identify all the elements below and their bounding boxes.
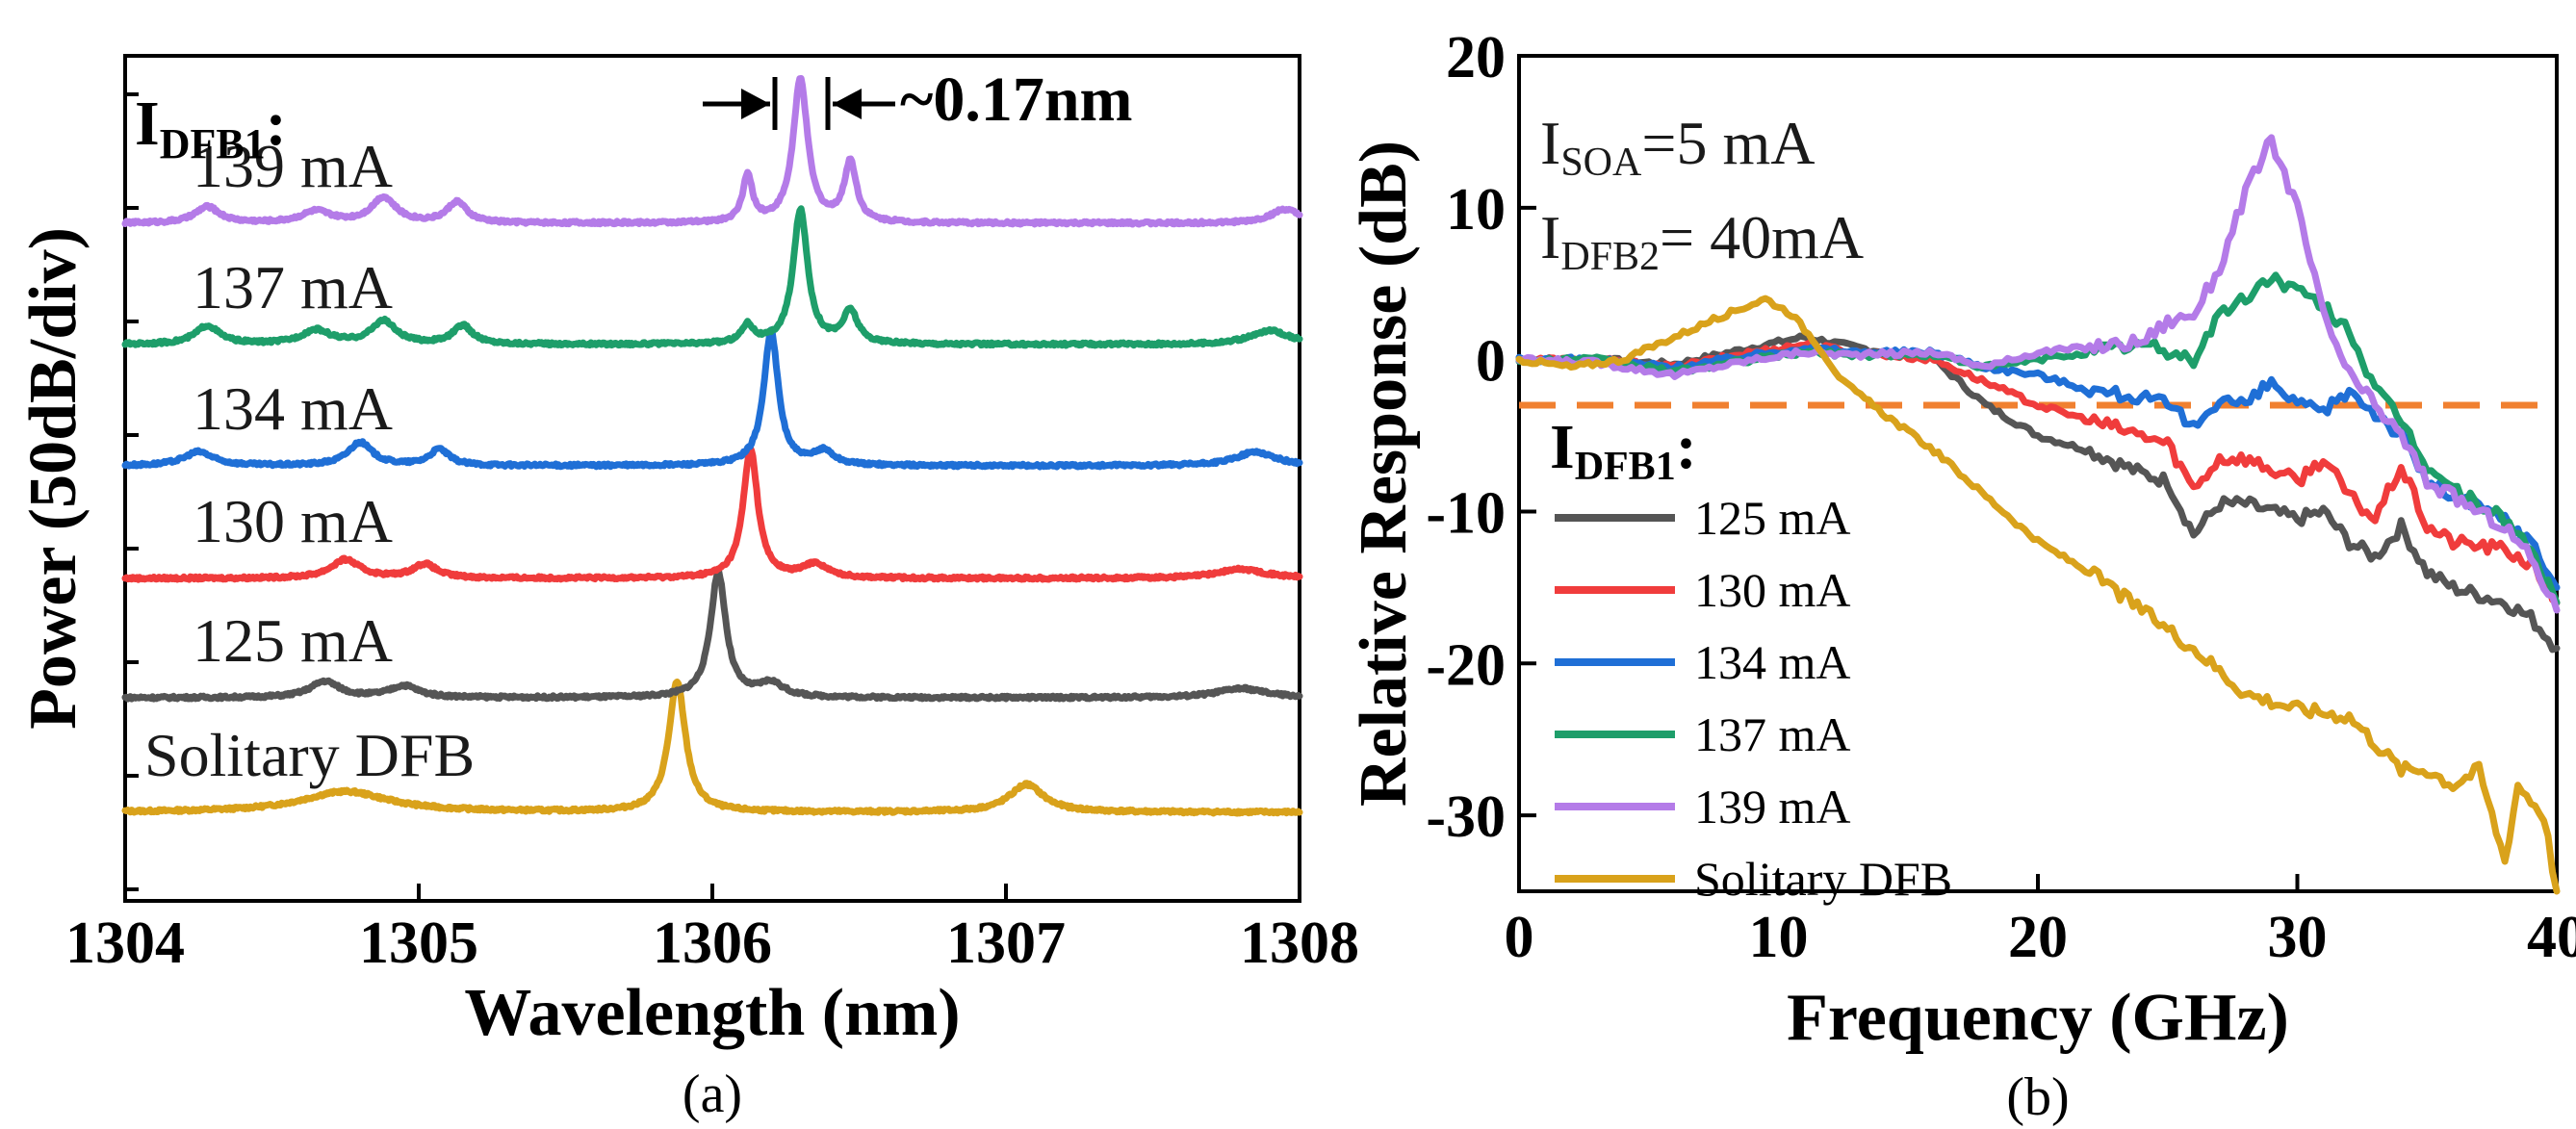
- panel-a-legend-title: IDFB1:: [135, 89, 287, 167]
- a-xtick-label: 1304: [65, 911, 185, 976]
- spacing-arrowhead-right: [833, 89, 862, 119]
- panel-b-ticks: 0 10 20 30 40 20 10 0 -10 -20 -30: [1426, 25, 2576, 970]
- b-legend-label-139-ma: 139 mA: [1694, 780, 1851, 834]
- b-legend-label-solitary-dfb: Solitary DFB: [1694, 852, 1952, 906]
- b-legend-label-134-ma: 134 mA: [1694, 635, 1851, 689]
- panel-b-caption: (b): [2006, 1067, 2069, 1127]
- a-label-139-ma: 139 mA: [193, 132, 393, 200]
- b-ytick-label: -10: [1426, 480, 1506, 546]
- a-series-139-ma: [121, 75, 1303, 228]
- panel-b-x-title: Frequency (GHz): [1787, 981, 2289, 1055]
- panel-b-legend-title: IDFB1:: [1550, 412, 1697, 489]
- b-ytick-label: -20: [1426, 632, 1506, 698]
- b-ytick-label: 0: [1476, 329, 1506, 395]
- b-ytick-label: -30: [1426, 784, 1506, 850]
- b-legend-label-137-ma: 137 mA: [1694, 707, 1851, 761]
- a-xtick-label: 1305: [359, 911, 478, 976]
- b-xtick-label: 10: [1749, 905, 1809, 970]
- a-series-125-ma: [121, 568, 1303, 703]
- mode-spacing-marker: ~0.17nm: [703, 64, 1133, 135]
- isoa-annotation: ISOA=5 mA: [1540, 109, 1815, 185]
- a-series-solitary-dfb: [121, 679, 1303, 817]
- a-series-130-ma: [121, 444, 1303, 583]
- panel-b-response: 0 10 20 30 40 20 10 0 -10 -20 -30 ISOA=5 mA IDFB2=…: [1347, 25, 2576, 1127]
- a-label-134-ma: 134 mA: [193, 374, 393, 443]
- panel-a-series-labels: Solitary DFB 125 mA 130 mA 134 mA 137 mA 139 …: [144, 132, 475, 789]
- b-ytick-label: 10: [1446, 177, 1506, 243]
- panel-a-series-group: [121, 75, 1303, 817]
- b-legend-label-130-ma: 130 mA: [1694, 563, 1851, 617]
- a-xtick-label: 1308: [1240, 911, 1359, 976]
- b-series-solitary-dfb: [1515, 295, 2561, 895]
- panel-a-caption: (a): [683, 1065, 742, 1124]
- a-xtick-label: 1307: [946, 911, 1066, 976]
- b-legend-label-125-ma: 125 mA: [1694, 491, 1851, 545]
- a-series-134-ma: [121, 326, 1303, 471]
- b-ytick-label: 20: [1446, 25, 1506, 90]
- b-xtick-label: 0: [1505, 905, 1534, 970]
- b-xtick-label: 40: [2527, 905, 2576, 970]
- panel-b-legend: IDFB1: 125 mA 130 mA 134 mA 137 mA 139 mA Sol…: [1550, 412, 1952, 906]
- a-label-130-ma: 130 mA: [193, 487, 393, 555]
- b-series-139-ma: [1515, 134, 2561, 614]
- a-series-137-ma: [121, 205, 1303, 349]
- a-xtick-label: 1306: [653, 911, 772, 976]
- idfb2-annotation: IDFB2= 40mA: [1540, 203, 1864, 279]
- a-label-137-ma: 137 mA: [193, 253, 393, 321]
- b-xtick-label: 30: [2268, 905, 2328, 970]
- a-label-solitary-dfb: Solitary DFB: [144, 721, 475, 789]
- a-label-125-ma: 125 mA: [193, 606, 393, 675]
- spacing-annotation: ~0.17nm: [900, 64, 1133, 135]
- b-series-125-ma: [1515, 332, 2561, 654]
- spacing-arrowhead-left: [741, 89, 770, 119]
- panel-a-ticks: 1304 1305 1306 1307 1308: [65, 92, 1359, 976]
- panel-a-y-title: Power (50dB/div): [16, 227, 90, 730]
- panel-a-x-title: Wavelength (nm): [464, 976, 960, 1050]
- b-xtick-label: 20: [2008, 905, 2068, 970]
- panel-b-y-title: Relative Response (dB): [1347, 141, 1421, 807]
- panel-b-series-group: [1515, 134, 2561, 895]
